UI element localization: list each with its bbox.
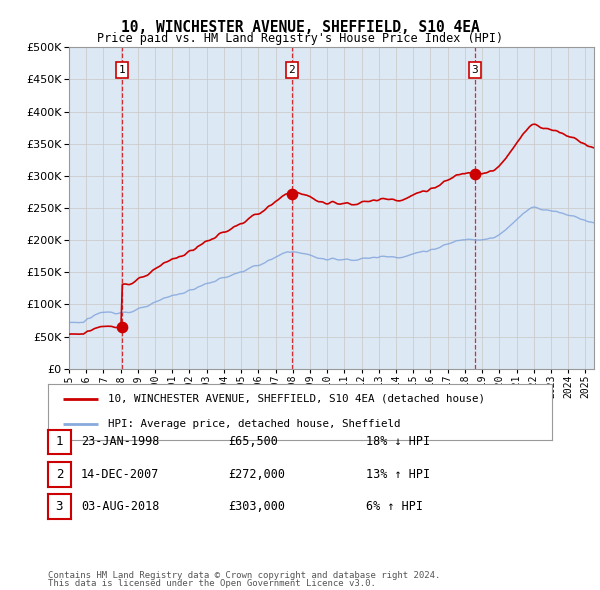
Text: 23-JAN-1998: 23-JAN-1998 [81, 435, 160, 448]
Text: 10, WINCHESTER AVENUE, SHEFFIELD, S10 4EA: 10, WINCHESTER AVENUE, SHEFFIELD, S10 4E… [121, 20, 479, 35]
Text: 6% ↑ HPI: 6% ↑ HPI [366, 500, 423, 513]
Text: 18% ↓ HPI: 18% ↓ HPI [366, 435, 430, 448]
Text: Contains HM Land Registry data © Crown copyright and database right 2024.: Contains HM Land Registry data © Crown c… [48, 571, 440, 580]
Text: 1: 1 [118, 65, 125, 75]
Text: 03-AUG-2018: 03-AUG-2018 [81, 500, 160, 513]
Text: 2: 2 [56, 468, 63, 481]
Text: £65,500: £65,500 [228, 435, 278, 448]
Text: 10, WINCHESTER AVENUE, SHEFFIELD, S10 4EA (detached house): 10, WINCHESTER AVENUE, SHEFFIELD, S10 4E… [109, 394, 485, 404]
Text: Price paid vs. HM Land Registry's House Price Index (HPI): Price paid vs. HM Land Registry's House … [97, 32, 503, 45]
Point [287, 189, 297, 199]
Text: HPI: Average price, detached house, Sheffield: HPI: Average price, detached house, Shef… [109, 419, 401, 430]
Text: 14-DEC-2007: 14-DEC-2007 [81, 468, 160, 481]
Text: £272,000: £272,000 [228, 468, 285, 481]
Text: 2: 2 [289, 65, 295, 75]
Text: 3: 3 [472, 65, 478, 75]
Text: 1: 1 [56, 435, 63, 448]
Text: £303,000: £303,000 [228, 500, 285, 513]
Text: 3: 3 [56, 500, 63, 513]
Point [117, 322, 127, 332]
Text: 13% ↑ HPI: 13% ↑ HPI [366, 468, 430, 481]
Text: This data is licensed under the Open Government Licence v3.0.: This data is licensed under the Open Gov… [48, 579, 376, 588]
Point [470, 169, 479, 179]
